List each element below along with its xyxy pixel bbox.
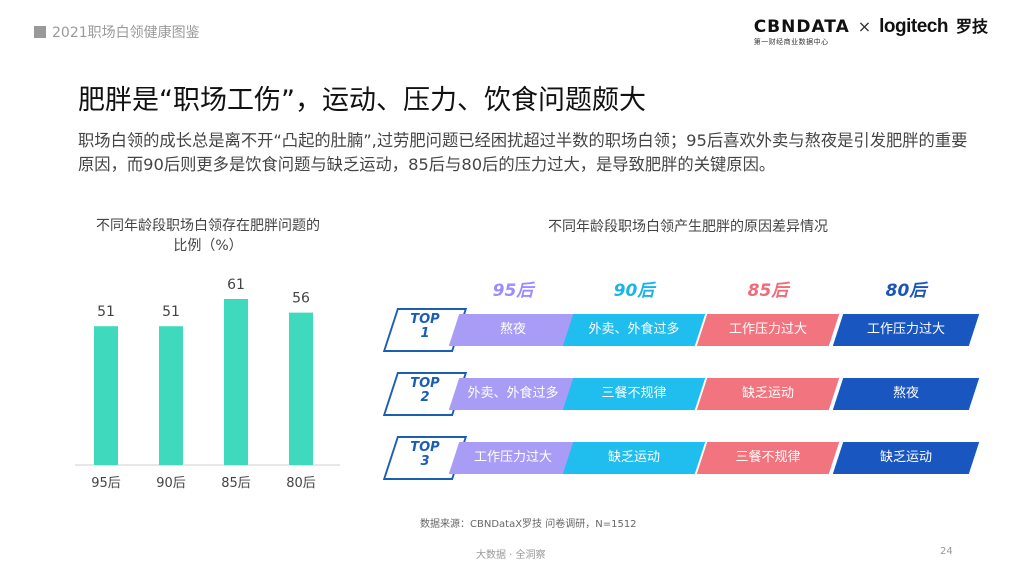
rank-top-text: TOP [410, 312, 440, 327]
rank-top-text: TOP [410, 440, 440, 455]
rank-label: TOP 2 [395, 377, 455, 405]
generation-header: 95后 [492, 281, 534, 301]
reason-cell-text: 三餐不规律 [735, 450, 801, 465]
footer-text: 大数据 · 全洞察 [476, 550, 546, 561]
data-source: 数据来源：CBNDataX罗技 问卷调研，N=1512 [420, 519, 637, 530]
reason-cell: 外卖、外食过多 [448, 378, 578, 410]
cbndata-logo-subtext: 第一财经商业数据中心 [753, 38, 829, 46]
x-tick-label: 90后 [156, 476, 186, 491]
x-tick-label: 95后 [91, 476, 121, 491]
bar-chart-title: 不同年龄段职场白领存在肥胖问题的比例（%） [96, 218, 320, 254]
cbndata-logo-text: CBNDATA [753, 17, 850, 37]
reason-cell: 工作压力过大 [696, 314, 840, 346]
bar [159, 326, 183, 465]
reason-cell-text: 外卖、外食过多 [588, 322, 680, 337]
reason-cell: 工作压力过大 [832, 314, 980, 346]
bar-value-label: 61 [227, 277, 245, 293]
generation-header: 85后 [747, 281, 789, 301]
reason-cell-text: 三餐不规律 [601, 386, 667, 401]
rank-number: 1 [420, 326, 430, 341]
reason-cell: 缺乏运动 [696, 378, 840, 410]
logo-times: × [857, 17, 872, 36]
generation-header: 90后 [613, 281, 655, 301]
reason-cell: 缺乏运动 [832, 442, 980, 474]
rank-label: TOP 3 [395, 441, 455, 469]
reason-cell: 三餐不规律 [696, 442, 840, 474]
header-title: 2021职场白领健康图鉴 [52, 25, 200, 41]
reason-cell-text: 缺乏运动 [607, 450, 660, 465]
reason-cell: 三餐不规律 [562, 378, 706, 410]
rank-number: 3 [420, 454, 430, 469]
page-description: 职场白领的成长总是离不开“凸起的肚腩”,过劳肥问题已经困扰超过半数的职场白领；9… [78, 131, 968, 174]
logos: CBNDATA 第一财经商业数据中心 × logitech 罗技 [754, 16, 988, 47]
reason-cell-text: 缺乏运动 [879, 450, 932, 465]
bar-value-label: 51 [97, 304, 115, 320]
reason-cell: 缺乏运动 [562, 442, 706, 474]
reason-cell-text: 外卖、外食过多 [467, 386, 559, 401]
reason-cell-text: 工作压力过大 [473, 450, 552, 465]
rank-top-text: TOP [410, 376, 440, 391]
reason-cell: 外卖、外食过多 [562, 314, 706, 346]
logitech-logo: logitech [879, 16, 948, 37]
rank-label: TOP 1 [395, 313, 455, 341]
rank-number: 2 [420, 390, 430, 405]
reason-cell-text: 工作压力过大 [728, 322, 807, 337]
x-tick-label: 80后 [286, 476, 316, 491]
cbndata-logo: CBNDATA 第一财经商业数据中心 [754, 18, 850, 47]
reason-cell: 熬夜 [448, 314, 578, 346]
reason-cell: 熬夜 [832, 378, 980, 410]
luoji-logo: 罗技 [955, 17, 988, 36]
page-title: 肥胖是“职场工伤”，运动、压力、饮食问题颇大 [78, 85, 646, 116]
reason-cell-text: 工作压力过大 [866, 322, 945, 337]
reason-cell: 工作压力过大 [448, 442, 578, 474]
bar [224, 299, 248, 465]
generation-header: 80后 [885, 281, 927, 301]
reason-cell-text: 熬夜 [892, 386, 919, 401]
x-tick-label: 85后 [221, 476, 251, 491]
bar [289, 312, 313, 465]
bar-value-label: 56 [292, 291, 310, 307]
reason-table-title: 不同年龄段职场白领产生肥胖的原因差异情况 [548, 219, 828, 235]
header-square [34, 26, 46, 38]
bar [94, 326, 118, 465]
bar-chart: 51 95后 51 90后 61 85后 56 80后 [75, 277, 340, 491]
reason-cell-text: 熬夜 [499, 322, 526, 337]
bar-value-label: 51 [162, 304, 180, 320]
page-number: 24 [940, 546, 953, 557]
reason-cell-text: 缺乏运动 [741, 386, 794, 401]
